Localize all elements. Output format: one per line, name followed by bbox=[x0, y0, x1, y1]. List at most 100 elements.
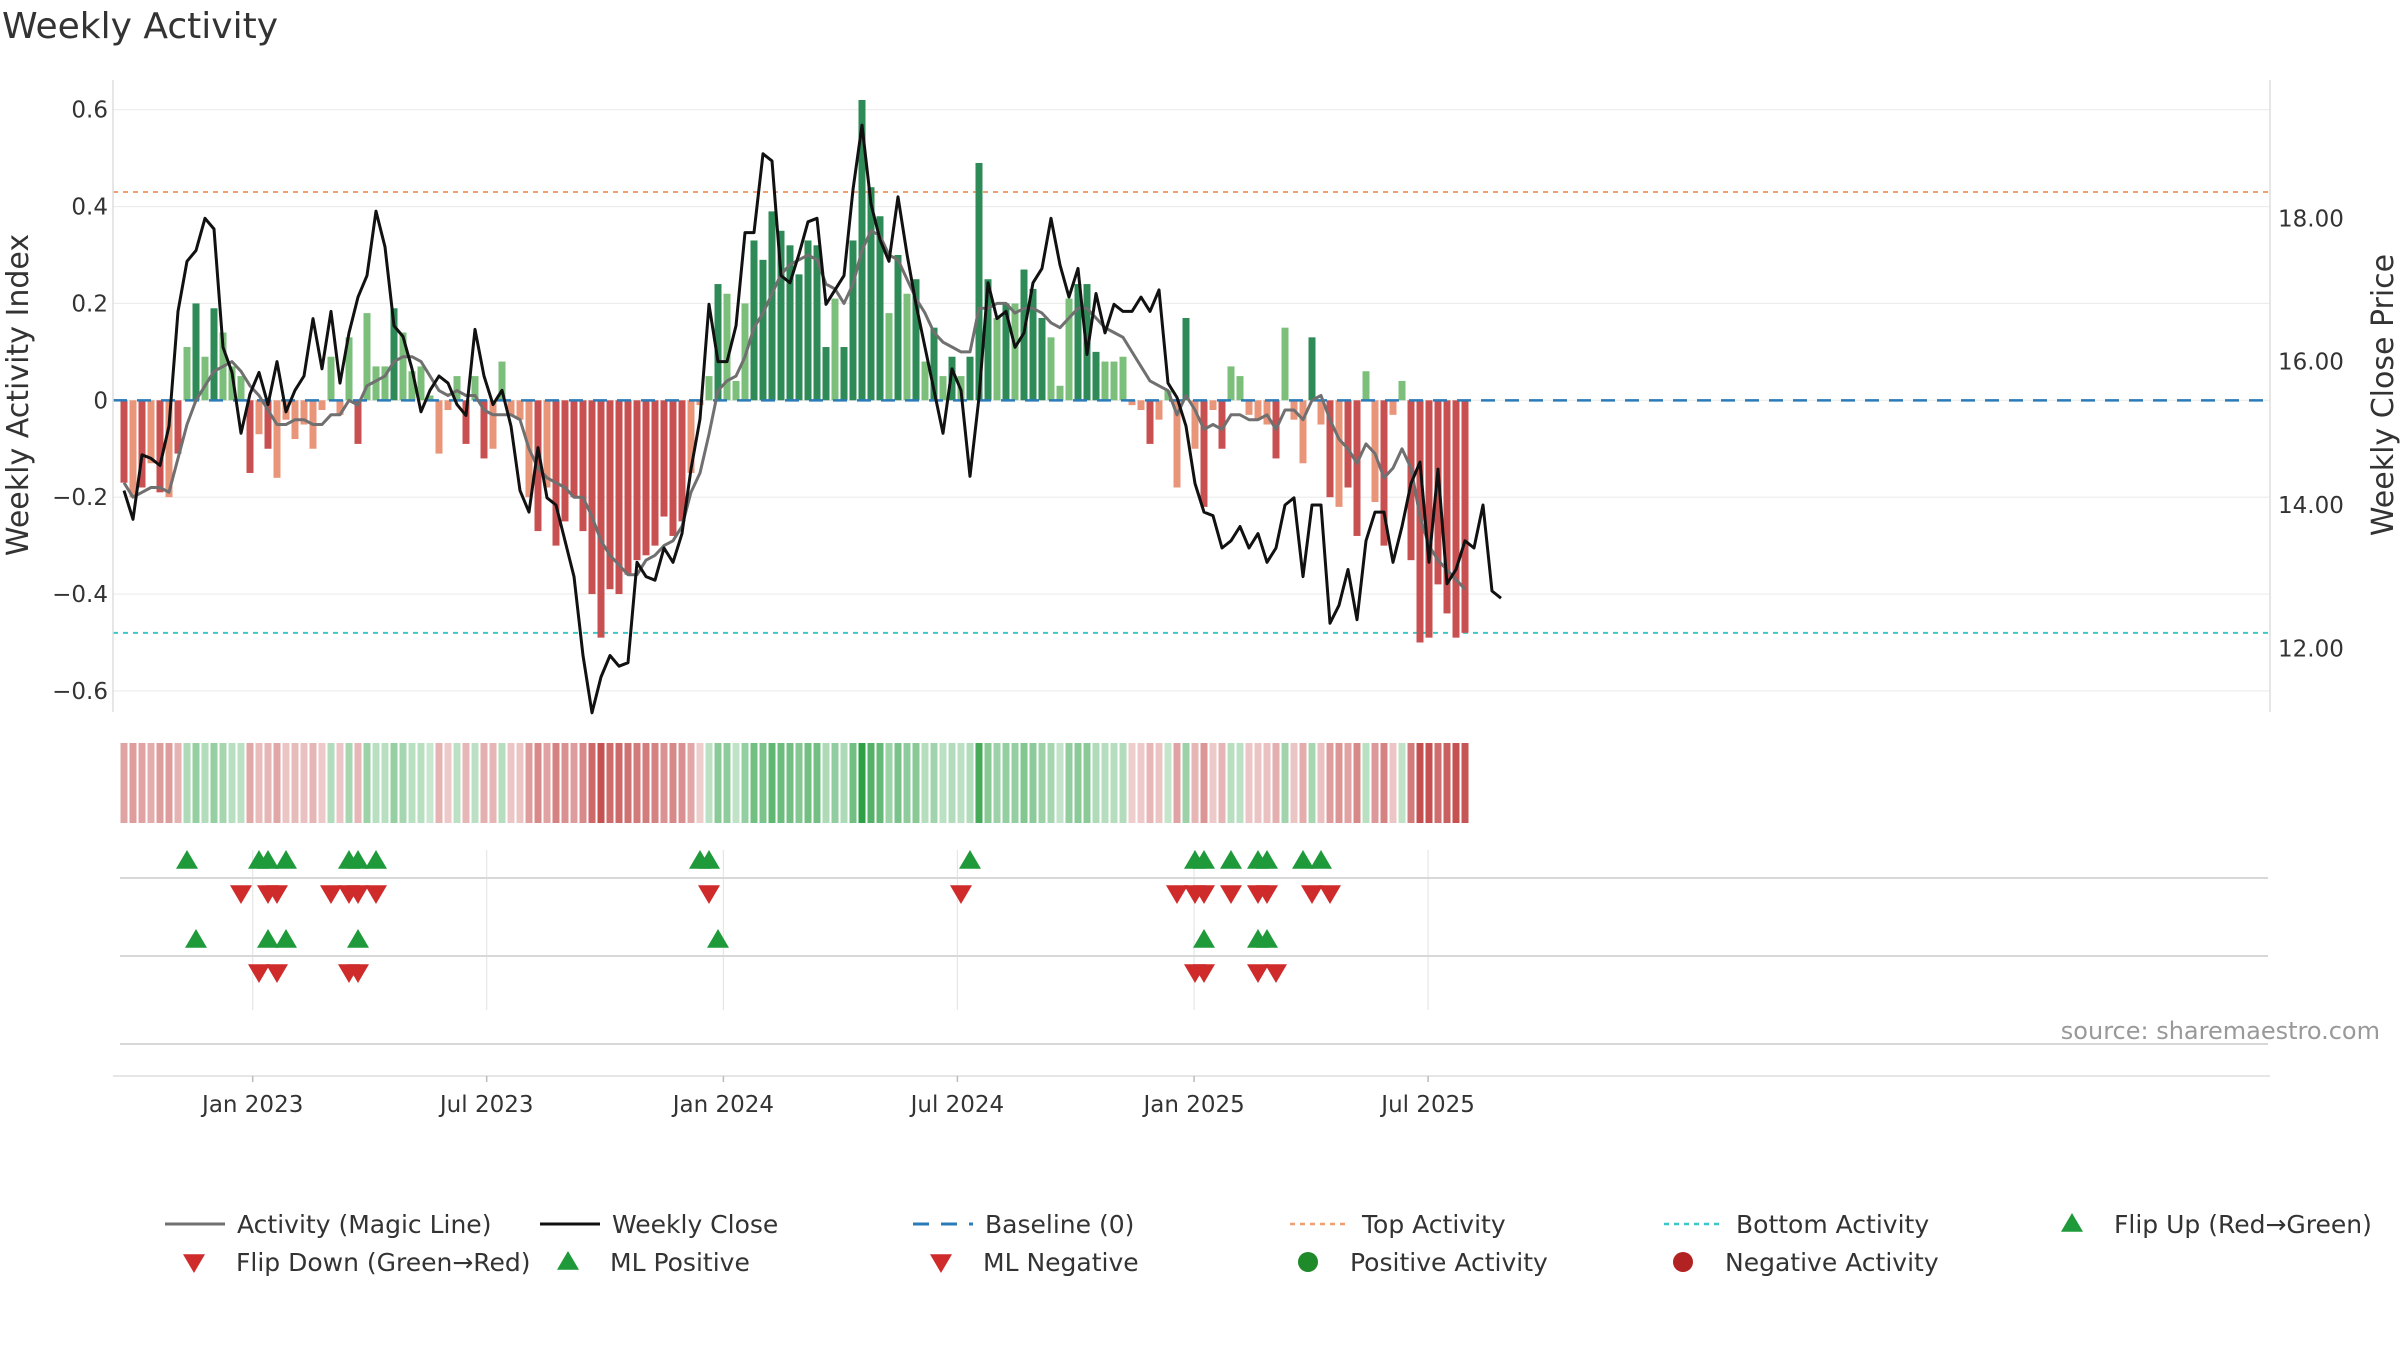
heat-strip-cell bbox=[768, 743, 776, 823]
heat-strip-cell bbox=[1254, 743, 1262, 823]
line-layer bbox=[122, 123, 1502, 715]
activity-bar bbox=[417, 366, 425, 401]
activity-bar bbox=[633, 400, 641, 561]
heat-strip-cell bbox=[498, 743, 506, 823]
flip-down-marker bbox=[950, 885, 972, 904]
y2-tick-label: 16.00 bbox=[2278, 350, 2344, 376]
activity-bar bbox=[1101, 361, 1109, 401]
heat-strip-cell bbox=[1155, 743, 1163, 823]
activity-bar bbox=[1227, 366, 1235, 401]
activity-bar bbox=[885, 313, 893, 401]
activity-bar bbox=[1245, 400, 1253, 415]
activity-bar bbox=[426, 395, 434, 401]
heat-strip-cell bbox=[462, 743, 470, 823]
activity-bar bbox=[1236, 376, 1244, 401]
heat-strip-cell bbox=[408, 743, 416, 823]
activity-bar bbox=[1038, 317, 1046, 401]
heat-strip-cell bbox=[588, 743, 596, 823]
activity-bar bbox=[1452, 400, 1460, 638]
activity-bar bbox=[246, 400, 254, 473]
flip-up-marker bbox=[1220, 850, 1242, 869]
flip-down-marker bbox=[365, 885, 387, 904]
heat-strip-cell bbox=[822, 743, 830, 823]
heat-strip-cell bbox=[1407, 743, 1415, 823]
heat-strip-cell bbox=[813, 743, 821, 823]
axes: 0.6 0.4 0.2 0 −0.2 −0.4 −0.6 18.00 16.00 14.00 12.… bbox=[52, 80, 2344, 1118]
activity-bar bbox=[1065, 298, 1073, 401]
activity-bar bbox=[876, 216, 884, 401]
heat-strip-cell bbox=[1191, 743, 1199, 823]
activity-bar bbox=[408, 371, 416, 401]
activity-bar bbox=[1182, 317, 1190, 401]
activity-bar bbox=[1353, 400, 1361, 536]
heat-strip-cell bbox=[993, 743, 1001, 823]
heat-strip-cell bbox=[165, 743, 173, 823]
legend-item: Flip Up (Red→Green) bbox=[2061, 1210, 2372, 1239]
activity-bar bbox=[615, 400, 623, 595]
heat-strip-cell bbox=[525, 743, 533, 823]
activity-bar bbox=[147, 400, 155, 464]
activity-bar bbox=[777, 230, 785, 401]
activity-bar bbox=[1011, 303, 1019, 401]
activity-bar bbox=[1299, 400, 1307, 464]
heat-strip-cell bbox=[1164, 743, 1172, 823]
legend-label: Weekly Close bbox=[612, 1210, 778, 1239]
heat-strip-cell bbox=[597, 743, 605, 823]
y2-axis-label: Weekly Close Price bbox=[2366, 254, 2400, 536]
activity-bar bbox=[1425, 400, 1433, 638]
activity-bar bbox=[327, 356, 335, 401]
heat-strip-cell bbox=[1182, 743, 1190, 823]
activity-bar bbox=[201, 356, 209, 401]
heat-strip-cell bbox=[885, 743, 893, 823]
heat-strip-cell bbox=[300, 743, 308, 823]
heat-strip-cell bbox=[1380, 743, 1388, 823]
y-tick-label: 0.2 bbox=[71, 291, 108, 317]
legend-label: Top Activity bbox=[1361, 1210, 1506, 1239]
activity-bar bbox=[768, 211, 776, 401]
heat-strip-cell bbox=[399, 743, 407, 823]
legend-label: Activity (Magic Line) bbox=[237, 1210, 491, 1239]
activity-bar bbox=[705, 376, 713, 401]
activity-bar bbox=[966, 356, 974, 401]
x-tick-label: Jul 2024 bbox=[909, 1092, 1005, 1118]
activity-bar bbox=[786, 245, 794, 401]
heat-strip-cell bbox=[156, 743, 164, 823]
heat-strip-cell bbox=[1434, 743, 1442, 823]
heat-strip-cell bbox=[1200, 743, 1208, 823]
activity-bar bbox=[1074, 284, 1082, 401]
heat-strip-cell bbox=[318, 743, 326, 823]
ml-positive-marker bbox=[257, 929, 279, 948]
heat-strip-cell bbox=[237, 743, 245, 823]
activity-bar bbox=[1119, 356, 1127, 401]
activity-bar bbox=[363, 313, 371, 401]
heat-strip-cell bbox=[777, 743, 785, 823]
x-tick-label: Jul 2023 bbox=[438, 1092, 534, 1118]
activity-bar bbox=[804, 240, 812, 401]
ml-negative-marker bbox=[1265, 964, 1287, 983]
heat-strip-cell bbox=[642, 743, 650, 823]
y-tick-label: 0.6 bbox=[71, 98, 108, 124]
ml-positive-marker bbox=[347, 929, 369, 948]
flip-up-marker bbox=[1310, 850, 1332, 869]
activity-bar bbox=[930, 327, 938, 401]
legend-label: ML Negative bbox=[983, 1248, 1139, 1277]
legend-item: Top Activity bbox=[1290, 1210, 1506, 1239]
ml-positive-marker bbox=[707, 929, 729, 948]
heat-strip-cell bbox=[957, 743, 965, 823]
legend-swatch bbox=[2061, 1213, 2083, 1232]
activity-bar bbox=[345, 337, 353, 401]
activity-bar bbox=[435, 400, 443, 454]
activity-bar bbox=[1128, 400, 1136, 406]
heat-strip-cell bbox=[759, 743, 767, 823]
heat-strip-cell bbox=[714, 743, 722, 823]
activity-bars bbox=[113, 100, 2270, 643]
grid-layer bbox=[113, 109, 2270, 1045]
activity-bar bbox=[498, 361, 506, 401]
chart-title: Weekly Activity bbox=[2, 6, 278, 47]
heat-strip-cell bbox=[624, 743, 632, 823]
flip-down-marker bbox=[230, 885, 252, 904]
ml-positive-marker bbox=[1193, 929, 1215, 948]
activity-bar bbox=[606, 400, 614, 590]
activity-bar bbox=[867, 187, 875, 401]
activity-bar bbox=[390, 308, 398, 401]
